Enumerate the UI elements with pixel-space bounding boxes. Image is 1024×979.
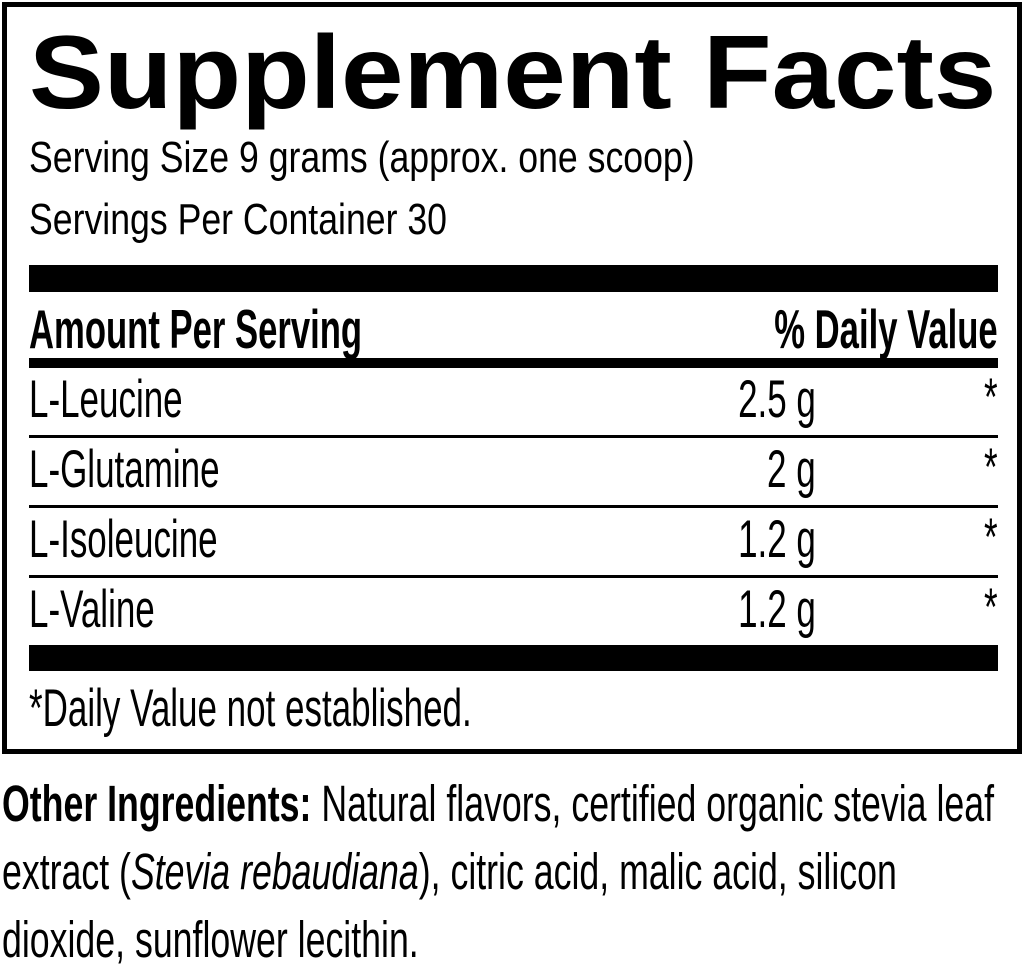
thick-separator-bar-bottom <box>29 645 998 671</box>
medium-separator-bar <box>29 358 998 368</box>
nutrient-name: L-Isoleucine <box>29 510 218 569</box>
nutrient-row-l-leucine: L-Leucine 2.5 g * <box>29 368 998 438</box>
table-header-row: Amount Per Serving % Daily Value <box>29 292 998 358</box>
nutrient-name: L-Glutamine <box>29 440 220 499</box>
amount-per-serving-header: Amount Per Serving <box>29 298 363 360</box>
daily-value-asterisk: * <box>984 438 998 497</box>
daily-value-asterisk: * <box>984 508 998 567</box>
nutrient-row-l-valine: L-Valine 1.2 g * <box>29 578 998 645</box>
nutrient-amount: 2.5 g <box>738 370 816 429</box>
servings-per-container-line: Servings Per Container 30 <box>29 195 448 244</box>
supplement-facts-panel: Supplement Facts Serving Size 9 grams (a… <box>2 2 1022 754</box>
other-ingredients-paragraph: Other Ingredients: Natural flavors, cert… <box>2 770 1024 974</box>
daily-value-asterisk: * <box>984 578 998 637</box>
stevia-species-name: Stevia rebaudiana <box>130 843 419 900</box>
nutrient-amount: 1.2 g <box>738 510 816 569</box>
other-ingredients-line-3: dioxide, sunflower lecithin. <box>2 911 419 968</box>
nutrient-amount: 2 g <box>767 440 816 499</box>
facts-title: Supplement Facts <box>29 19 998 127</box>
facts-title-text: Supplement Facts <box>29 15 997 131</box>
nutrient-name: L-Valine <box>29 580 155 639</box>
other-ingredients-line-2: extract (Stevia rebaudiana), citric acid… <box>2 843 897 900</box>
other-ingredients-line-1: Other Ingredients: Natural flavors, cert… <box>2 775 995 832</box>
nutrient-row-l-isoleucine: L-Isoleucine 1.2 g * <box>29 508 998 578</box>
daily-value-header: % Daily Value <box>774 298 998 360</box>
daily-value-footnote: *Daily Value not established. <box>29 679 472 738</box>
serving-size-line: Serving Size 9 grams (approx. one scoop) <box>29 133 695 182</box>
daily-value-asterisk: * <box>984 368 998 427</box>
nutrient-name: L-Leucine <box>29 370 183 429</box>
nutrient-amount: 1.2 g <box>738 580 816 639</box>
nutrient-row-l-glutamine: L-Glutamine 2 g * <box>29 438 998 508</box>
other-ingredients-heading: Other Ingredients: <box>2 775 312 832</box>
thick-separator-bar-top <box>29 265 998 292</box>
